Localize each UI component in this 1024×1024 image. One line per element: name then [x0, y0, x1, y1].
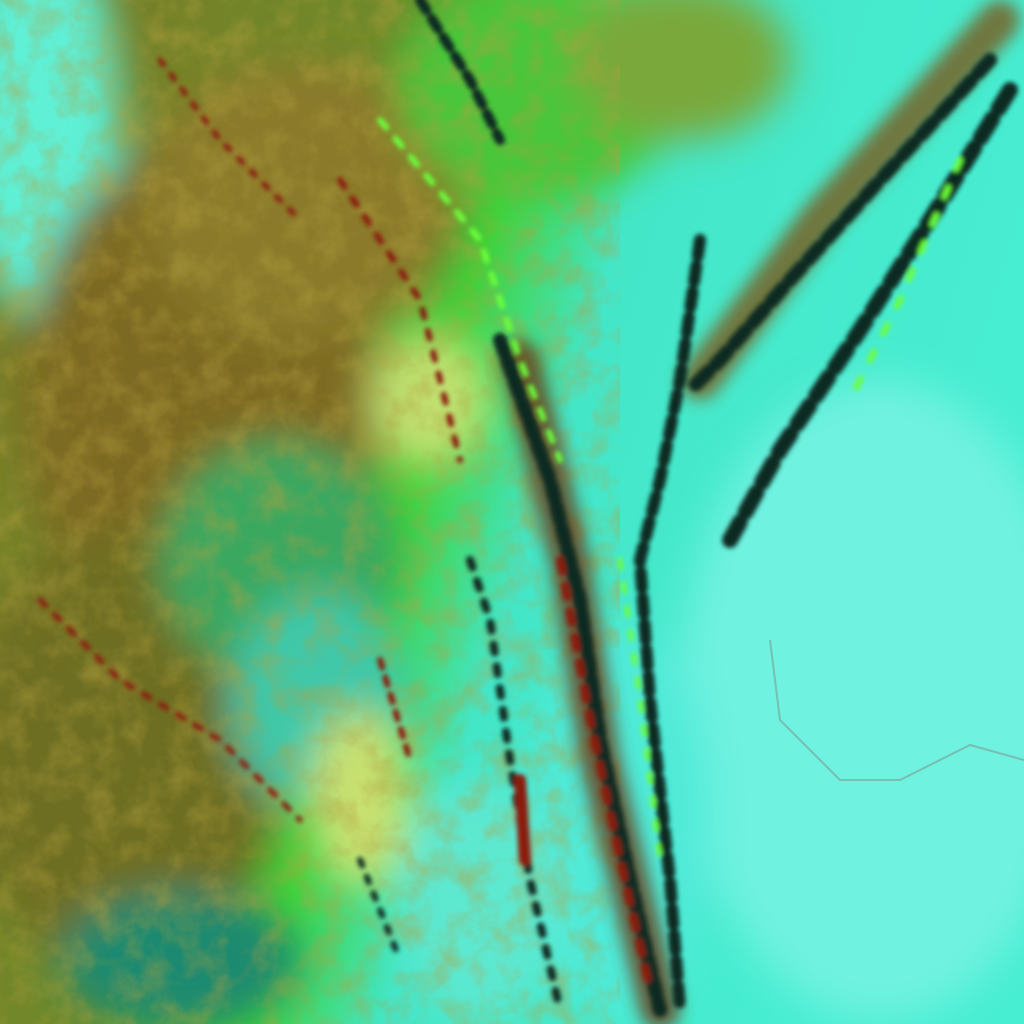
texture-layer	[0, 0, 620, 1024]
river-line	[769, 639, 1024, 781]
mountain-ridges	[37, 0, 1020, 1024]
